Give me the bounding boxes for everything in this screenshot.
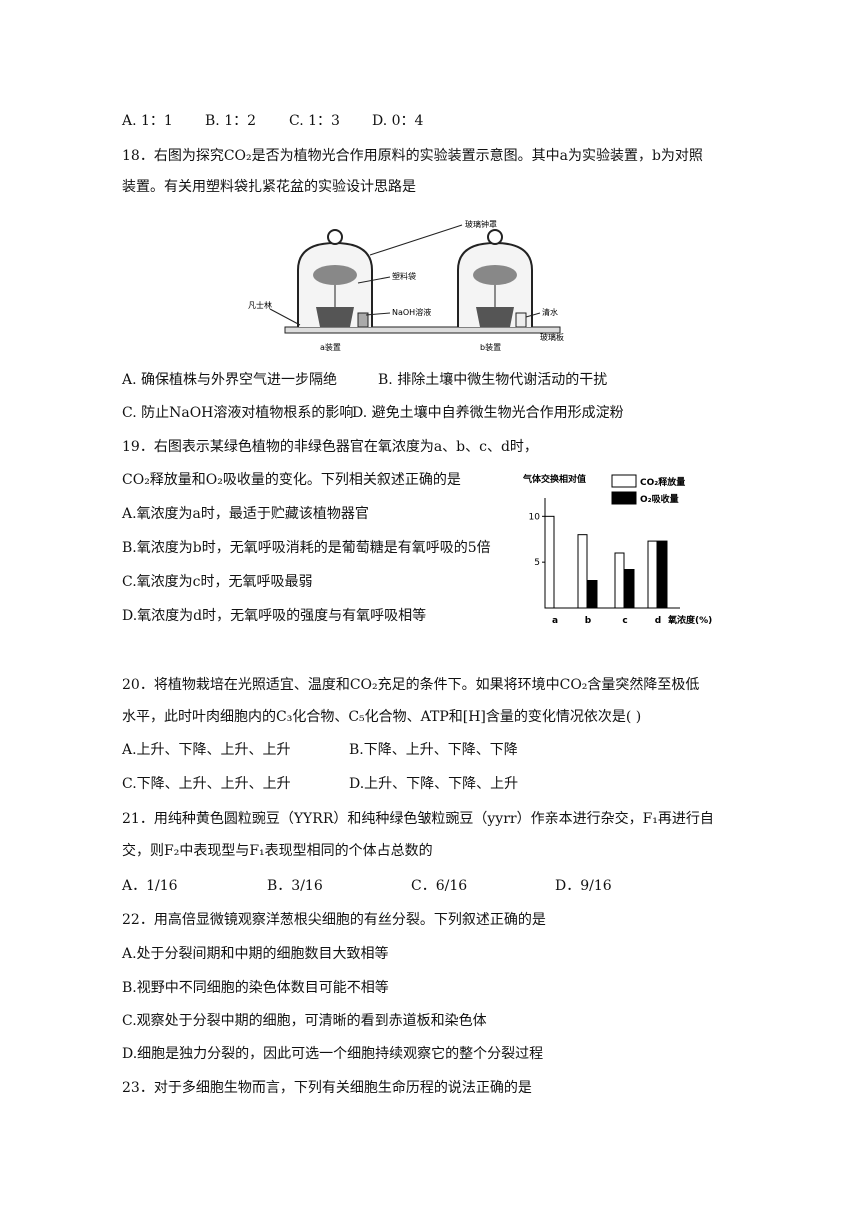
option: B.下降、上升、下降、下降 xyxy=(349,742,518,758)
beaker xyxy=(515,312,527,328)
plant xyxy=(313,265,357,285)
bar xyxy=(577,534,588,609)
question-stem: 装置。有关用塑料袋扎紧花盆的实验设计思路是 xyxy=(122,179,416,195)
pot xyxy=(316,307,354,327)
option: D.细胞是独力分裂的，因此可选一个细胞持续观察它的整个分裂过程 xyxy=(122,1046,544,1062)
option: B. 排除土壤中微生物代谢活动的干扰 xyxy=(378,372,608,388)
pointer xyxy=(369,224,463,256)
option: D. 0：4 xyxy=(372,113,424,129)
option: C. 1：3 xyxy=(289,113,340,129)
figure-label: 凡士林 xyxy=(248,300,272,310)
x-tick-label: c xyxy=(622,616,627,626)
bar xyxy=(624,569,635,609)
option: C.下降、上升、上升、上升 xyxy=(122,776,291,792)
question-stem: 19．右图表示某绿色植物的非绿色器官在氧浓度为a、b、c、d时， xyxy=(122,439,538,455)
option: D.上升、下降、下降、上升 xyxy=(349,776,519,792)
x-tick-label: a xyxy=(552,616,558,626)
pointer xyxy=(525,312,541,318)
option: A.氧浓度为a时，最适于贮藏该植物器官 xyxy=(122,506,369,522)
legend-label: O₂吸收量 xyxy=(640,493,679,505)
bar-chart: 气体交换相对值 氧浓度(%) 5 10 a b c d CO₂释放量 O₂吸收量 xyxy=(522,473,712,626)
option: B．3/16 xyxy=(267,878,323,894)
option: C．6/16 xyxy=(411,878,468,894)
apparatus-figure: 玻璃钟罩 塑料袋 NaOH溶液 凡士林 清水 玻璃板 a装置 b装置 xyxy=(248,219,564,352)
x-axis-title: 氧浓度(%) xyxy=(667,614,712,626)
knob xyxy=(327,229,343,245)
question-stem: 交，则F₂中表现型与F₁表现型相同的个体占总数的 xyxy=(122,843,433,859)
legend-label: CO₂释放量 xyxy=(640,476,685,488)
y-tick-label: 10 xyxy=(529,512,541,522)
x-tick-label: d xyxy=(655,616,661,626)
question-stem: 22．用高倍显微镜观察洋葱根尖细胞的有丝分裂。下列叙述正确的是 xyxy=(122,912,546,928)
figure-label: 塑料袋 xyxy=(392,271,416,281)
pointer xyxy=(357,276,391,284)
x-tick-label: b xyxy=(585,616,592,626)
pointer xyxy=(365,312,391,316)
question-stem: CO₂释放量和O₂吸收量的变化。下列相关叙述正确的是 xyxy=(122,472,461,488)
figure-label: 玻璃板 xyxy=(540,332,564,342)
figure-label: NaOH溶液 xyxy=(392,307,431,317)
pot xyxy=(476,307,514,327)
bar xyxy=(544,515,555,609)
option: C.氧浓度为c时，无氧呼吸最弱 xyxy=(122,574,313,590)
option: D.氧浓度为d时，无氧呼吸的强度与有氧呼吸相等 xyxy=(122,608,427,624)
figure-label: 清水 xyxy=(542,307,558,317)
legend-swatch xyxy=(611,474,637,488)
beaker xyxy=(357,312,369,328)
knob xyxy=(487,229,503,245)
option: B. 1：2 xyxy=(205,113,257,129)
bar xyxy=(587,580,598,609)
plant xyxy=(473,265,517,285)
question-stem: 23．对于多细胞生物而言，下列有关细胞生命历程的说法正确的是 xyxy=(122,1080,532,1096)
question-stem: 水平，此时叶肉细胞内的C₃化合物、C₅化合物、ATP和[H]含量的变化情况依次是… xyxy=(122,709,642,725)
option: B.氧浓度为b时，无氧呼吸消耗的是葡萄糖是有氧呼吸的5倍 xyxy=(122,540,491,556)
option: A.处于分裂间期和中期的细胞数目大致相等 xyxy=(122,946,389,962)
y-tick-label: 5 xyxy=(534,558,540,568)
legend-swatch xyxy=(611,491,637,505)
pointer xyxy=(269,308,301,326)
question-stem: 18．右图为探究CO₂是否为植物光合作用原料的实验装置示意图。其中a为实验装置，… xyxy=(122,148,703,164)
glass-plate xyxy=(284,326,561,334)
option: D．9/16 xyxy=(555,878,612,894)
option: A. 1：1 xyxy=(122,113,173,129)
bar xyxy=(647,540,658,609)
option: A.上升、下降、上升、上升 xyxy=(122,742,291,758)
option: C.观察处于分裂中期的细胞，可清晰的看到赤道板和染色体 xyxy=(122,1013,487,1029)
figure-label: b装置 xyxy=(480,342,501,352)
option: C. 防止NaOH溶液对植物根系的影响 xyxy=(122,405,354,421)
figure-label: 玻璃钟罩 xyxy=(465,219,497,229)
bar xyxy=(614,552,625,609)
option: B.视野中不同细胞的染色体数目可能不相等 xyxy=(122,980,389,996)
figure-label: a装置 xyxy=(320,342,341,352)
option: A. 确保植株与外界空气进一步隔绝 xyxy=(122,372,338,388)
y-axis-title: 气体交换相对值 xyxy=(522,473,586,485)
question-stem: 20．将植物栽培在光照适宜、温度和CO₂充足的条件下。如果将环境中CO₂含量突然… xyxy=(122,677,700,693)
option: A．1/16 xyxy=(122,878,178,894)
question-stem: 21．用纯种黄色圆粒豌豆（YYRR）和纯种绿色皱粒豌豆（yyrr）作亲本进行杂交… xyxy=(122,811,714,827)
option: D. 避免土壤中自养微生物光合作用形成淀粉 xyxy=(352,405,624,421)
bar xyxy=(657,540,668,609)
